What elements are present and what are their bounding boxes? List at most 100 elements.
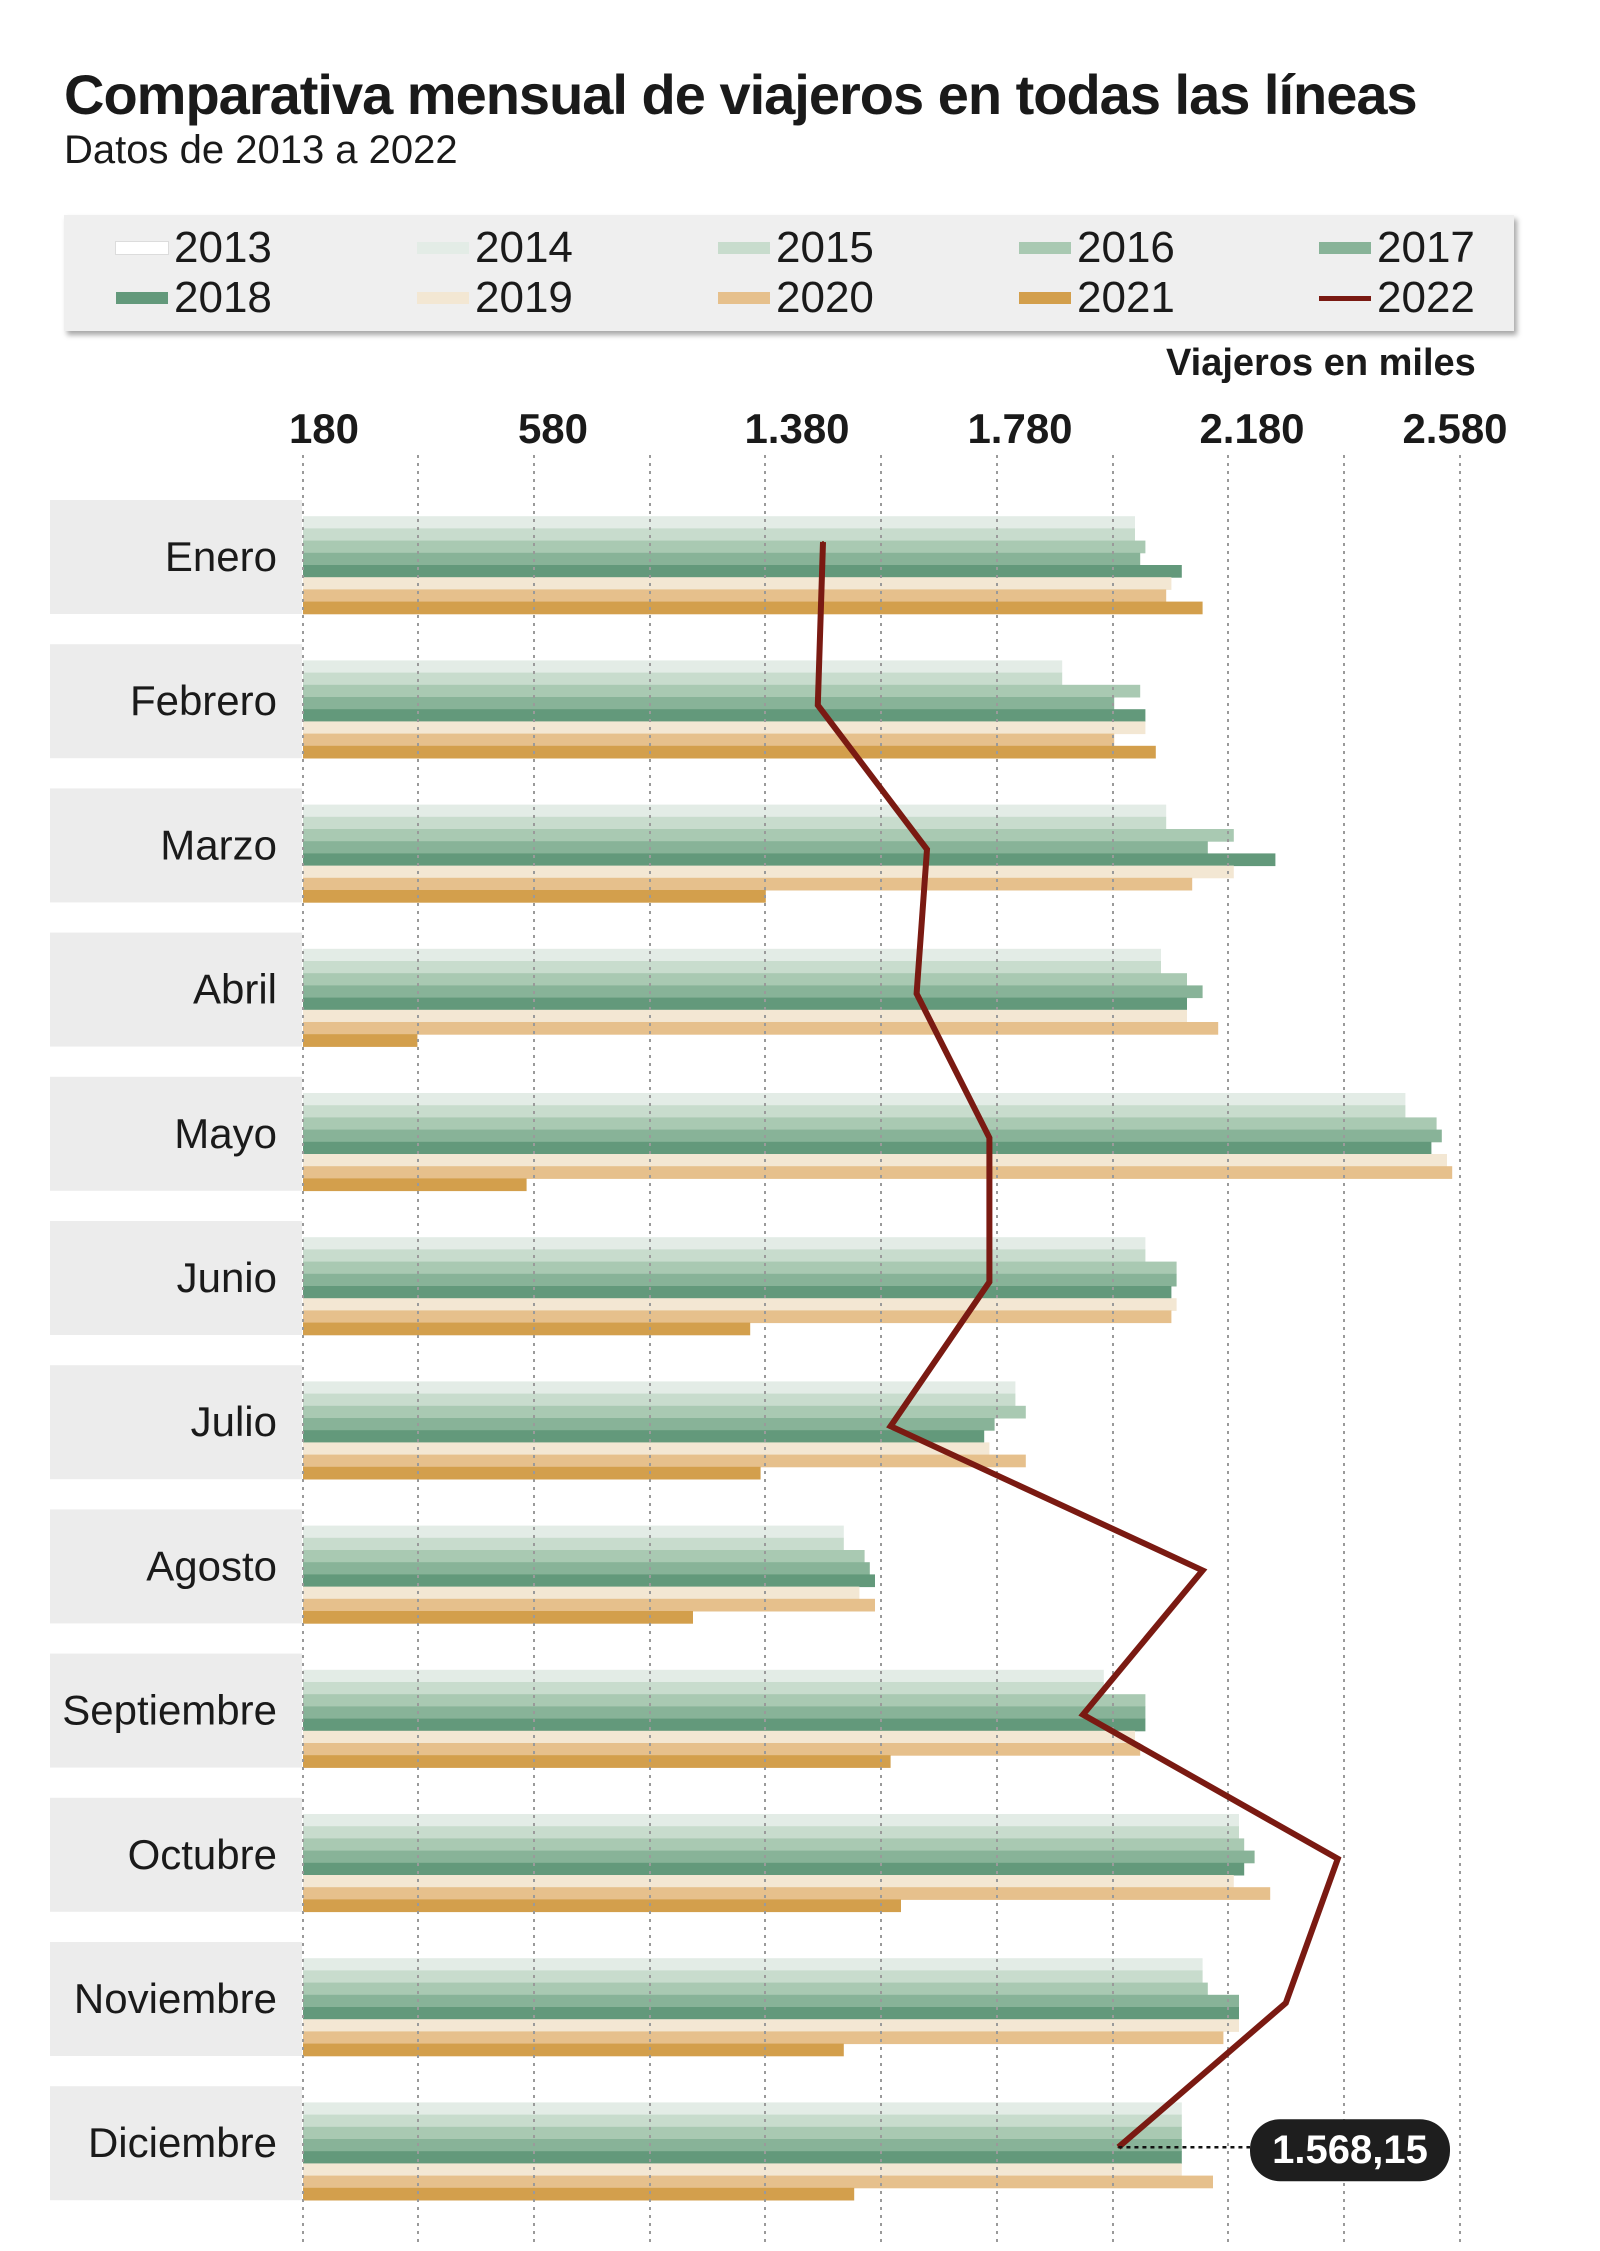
bar-2021	[303, 1322, 751, 1336]
bar-2019	[303, 1730, 1135, 1744]
bar-2014	[303, 1958, 1203, 1971]
bar-2019	[303, 721, 1146, 735]
category-band	[50, 644, 302, 759]
bar-2015	[303, 1826, 1239, 1839]
bar-2020	[303, 2175, 1213, 2189]
category-label: Mayo	[174, 1110, 277, 1157]
bar-2013	[303, 1801, 1239, 1815]
point-2022	[822, 541, 824, 543]
bar-2014	[303, 1814, 1239, 1827]
legend-swatch-2022	[1319, 295, 1371, 301]
bar-2015	[303, 1249, 1146, 1263]
bar-2017	[303, 1129, 1442, 1143]
legend-label: 2021	[1077, 273, 1175, 322]
bar-2019	[303, 1009, 1187, 1023]
bar-2021	[303, 745, 1156, 759]
legend-label: 2016	[1077, 223, 1175, 272]
bar-2013	[303, 1225, 1146, 1238]
chart-title: Comparativa mensual de viajeros en todas…	[64, 63, 1418, 126]
bar-2019	[303, 1298, 1177, 1311]
bar-2014	[303, 804, 1167, 818]
bar-2021	[303, 1466, 761, 1480]
x-tick-label: 1.780	[967, 405, 1072, 452]
bar-2016	[303, 1405, 1026, 1419]
bar-2020	[303, 589, 1167, 603]
point-2022	[1284, 2002, 1287, 2004]
legend-swatch-2015	[718, 242, 770, 254]
point-2022	[816, 704, 819, 707]
bar-2020	[303, 1598, 875, 1612]
category-label: Enero	[165, 533, 277, 580]
bar-2017	[303, 841, 1208, 854]
legend-swatch-2014	[417, 242, 469, 254]
x-tick-label: 580	[518, 405, 588, 452]
legend-item-2013: 2013	[116, 223, 272, 273]
bar-2018	[303, 1430, 985, 1443]
point-2022	[988, 1136, 991, 1139]
bar-2013	[303, 792, 1167, 806]
bar-2018	[303, 2007, 1239, 2020]
bar-2019	[303, 2019, 1239, 2032]
bar-2020	[303, 1887, 1271, 1900]
category-band	[50, 1653, 302, 1768]
x-tick-label: 2.580	[1402, 405, 1507, 452]
bar-2020	[303, 1454, 1026, 1468]
bar-2016	[303, 1694, 1146, 1707]
units-label: Viajeros en miles	[1166, 342, 1476, 384]
bar-2016	[303, 829, 1234, 842]
legend-label: 2020	[776, 273, 874, 322]
category-band	[50, 932, 302, 1047]
legend-swatch-2016	[1019, 242, 1071, 254]
category-band	[50, 1076, 302, 1191]
chart-subtitle: Datos de 2013 a 2022	[64, 128, 458, 172]
bar-2015	[303, 1537, 844, 1551]
bar-2014	[303, 1093, 1406, 1106]
point-2022	[1201, 1569, 1204, 1572]
bar-2018	[303, 565, 1182, 578]
bar-2014	[303, 1669, 1104, 1683]
bar-2021	[303, 1611, 693, 1624]
bar-2019	[303, 865, 1234, 879]
bar-2017	[303, 985, 1203, 999]
category-label: Diciembre	[88, 2119, 277, 2166]
bar-2019	[303, 1154, 1447, 1167]
annotation-label: 1.568,15	[1272, 2128, 1428, 2172]
legend-swatch-2021	[1019, 292, 1071, 304]
legend-swatch-2017	[1319, 242, 1371, 254]
legend-label: 2018	[174, 273, 272, 322]
bar-2015	[303, 1682, 1104, 1695]
bar-2018	[303, 1862, 1245, 1876]
bar-2019	[303, 2163, 1182, 2177]
line-2022	[814, 541, 1342, 2150]
bar-2020	[303, 1743, 1141, 1756]
point-2022	[889, 1425, 892, 1428]
bar-2013	[303, 504, 1130, 517]
point-2022	[1336, 1857, 1339, 1860]
x-tick-label: 2.180	[1199, 405, 1304, 452]
legend-label: 2013	[174, 223, 272, 272]
bar-2017	[303, 1562, 870, 1575]
point-2022	[926, 848, 928, 851]
legend-item-2017: 2017	[1319, 223, 1475, 273]
bar-2017	[303, 1418, 995, 1431]
bar-2015	[303, 816, 1167, 830]
bar-2018	[303, 853, 1276, 867]
bar-2018	[303, 1574, 875, 1588]
legend-item-2016: 2016	[1019, 223, 1175, 273]
bar-2017	[303, 697, 1115, 710]
bar-2015	[303, 672, 1063, 686]
legend-label: 2017	[1377, 223, 1475, 272]
x-tick-label: 180	[289, 405, 359, 452]
bar-2015	[303, 1393, 1016, 1407]
bar-2013	[303, 2090, 1182, 2103]
bar-2014	[303, 2102, 1182, 2116]
bar-2013	[303, 1080, 1406, 1094]
legend-label: 2019	[475, 273, 573, 322]
bar-2016	[303, 1982, 1208, 1996]
category-label: Julio	[191, 1398, 277, 1445]
bar-2021	[303, 1034, 418, 1047]
category-label: Noviembre	[74, 1975, 277, 2022]
bar-2015	[303, 961, 1161, 974]
bar-2016	[303, 1117, 1437, 1131]
legend-item-2019: 2019	[417, 273, 573, 323]
